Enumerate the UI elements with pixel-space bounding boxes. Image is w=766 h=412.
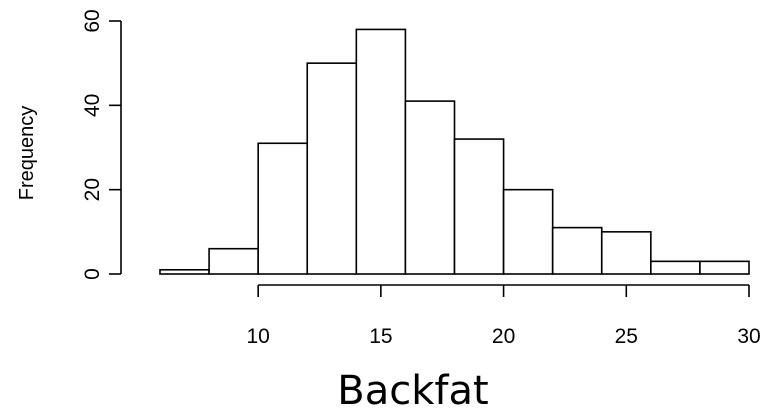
x-tick-label-3: 25 bbox=[615, 325, 638, 348]
histogram-bar-0 bbox=[159, 268, 210, 275]
x-axis: 10 15 20 25 30 bbox=[246, 284, 761, 348]
y-tick-label-3: 60 bbox=[81, 9, 104, 32]
x-tick-label-0: 10 bbox=[246, 325, 269, 348]
histogram-bar-4 bbox=[355, 28, 407, 275]
x-tick-label-4: 30 bbox=[737, 325, 760, 348]
y-axis: 0 20 40 60 bbox=[81, 9, 122, 280]
y-tick-label-1: 20 bbox=[81, 178, 104, 201]
x-tick-label-1: 15 bbox=[369, 325, 392, 348]
histogram-bars bbox=[159, 28, 750, 275]
histogram-bar-7 bbox=[502, 188, 554, 275]
histogram-bar-2 bbox=[257, 142, 309, 275]
histogram-bar-9 bbox=[600, 231, 652, 275]
x-axis-label: Backfat bbox=[337, 368, 488, 412]
histogram-bar-3 bbox=[306, 62, 358, 275]
histogram-bar-11 bbox=[699, 260, 750, 275]
x-tick-label-2: 20 bbox=[492, 325, 515, 348]
histogram-bar-6 bbox=[453, 138, 505, 275]
histogram-bar-8 bbox=[551, 226, 603, 275]
y-tick-label-0: 0 bbox=[81, 268, 104, 280]
y-axis-label: Frequency bbox=[16, 106, 38, 201]
y-tick-label-2: 40 bbox=[81, 94, 104, 117]
histogram-bar-5 bbox=[404, 100, 456, 275]
histogram-bar-10 bbox=[650, 260, 701, 275]
histogram-bar-1 bbox=[208, 247, 259, 275]
